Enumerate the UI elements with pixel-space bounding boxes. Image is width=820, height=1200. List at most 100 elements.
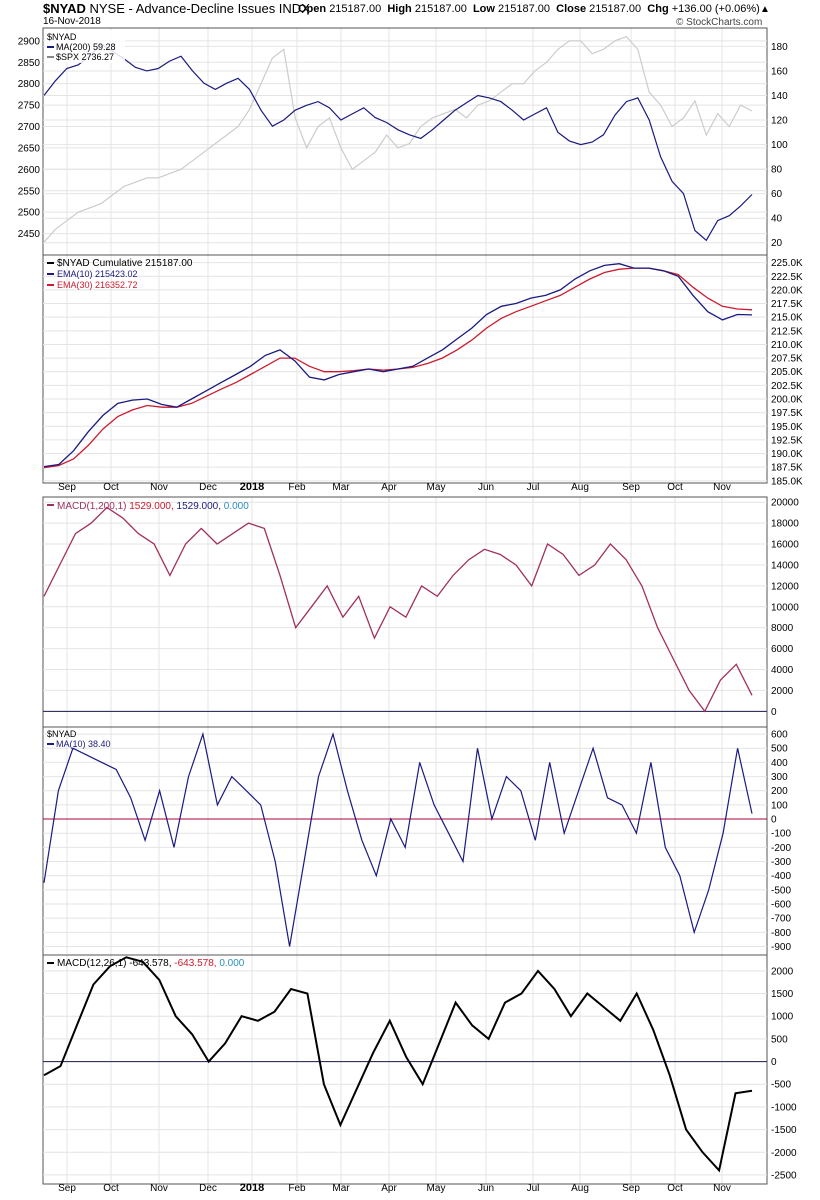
legend-value: -643.578, (172, 958, 217, 969)
y-axis-tick-label: 225.0K (771, 258, 803, 269)
symbol-title: $NYAD NYSE - Advance-Decline Issues INDX (43, 1, 310, 16)
x-axis-tick-label: Aug (571, 1183, 589, 1194)
legend-entry: MA(200) 59.28 (56, 42, 116, 52)
y-axis-tick-label: -600 (771, 900, 791, 911)
x-axis-tick-label: Oct (667, 482, 683, 493)
x-axis-tick-label: Oct (103, 1183, 119, 1194)
x-axis-tick-label: Jun (478, 1183, 494, 1194)
legend-entry: $NYAD (47, 729, 77, 739)
y-axis-tick-label: 16000 (771, 540, 799, 551)
y-axis-tick-label: 195.0K (771, 422, 803, 433)
x-axis-tick-label: Nov (150, 1183, 168, 1194)
y-axis-tick-label: 212.5K (771, 326, 803, 337)
legend-value: 0.000 (217, 958, 245, 969)
triangle-up-icon[interactable]: ▲ (760, 4, 770, 15)
y-axis-tick-label: 2000 (771, 686, 794, 697)
y-axis-tick-label: -500 (771, 885, 791, 896)
series-line-ma200 (43, 43, 753, 242)
x-axis-tick-label: Apr (381, 482, 397, 493)
legend-entry: MA(10) 38.40 (56, 739, 111, 749)
legend-entry: MACD(12,26,1) -643.578, -643.578, 0.000 (57, 958, 245, 969)
y-axis-tick-label: 4000 (771, 665, 794, 676)
y-axis-tick-label: 120 (771, 116, 788, 127)
panel-frame (42, 254, 768, 484)
y-axis-tick-label: 14000 (771, 560, 799, 571)
y-axis-tick-label: 205.0K (771, 367, 803, 378)
y-axis-tick-label: 400 (771, 758, 788, 769)
y-axis-tick-label: 100 (771, 800, 788, 811)
low-value: 215187.00 (498, 3, 551, 15)
y-axis-tick-label: 192.5K (771, 435, 803, 446)
y-axis-tick-label: 20 (771, 238, 783, 249)
series-line-ema30 (43, 267, 753, 469)
y-axis-tick-label: -100 (771, 829, 791, 840)
y-axis-tick-label: 2450 (18, 229, 41, 240)
panel-frame (42, 726, 768, 956)
x-axis-tick-label: Feb (288, 1183, 306, 1194)
legend-value: MACD(1,200,1) (57, 501, 126, 512)
y-axis-tick-label: 500 (771, 744, 788, 755)
y-axis-tick-label: -200 (771, 843, 791, 854)
legend-entry: MACD(1,200,1) 1529.000, 1529.000, 0.000 (57, 501, 249, 512)
chg-value: +136.00 (+0.06%) (671, 3, 760, 15)
x-axis-tick-label: Sep (58, 1183, 76, 1194)
legend-entry: EMA(30) 216352.72 (57, 280, 138, 290)
y-axis-tick-label: 2800 (18, 79, 41, 90)
legend-entry: EMA(10) 215423.02 (57, 269, 138, 279)
x-axis-tick-label: Sep (58, 482, 76, 493)
y-axis-tick-label: 0 (771, 1057, 777, 1068)
low-label: Low (472, 3, 495, 15)
x-axis-tick-label: May (427, 482, 446, 493)
y-axis-tick-label: 187.5K (771, 463, 803, 474)
series-line-spx (43, 35, 753, 243)
y-axis-tick-label: 207.5K (771, 354, 803, 365)
y-axis-tick-label: 160 (771, 66, 788, 77)
series-line-ema10 (43, 263, 753, 468)
open-value: 215187.00 (329, 3, 382, 15)
y-axis-tick-label: 6000 (771, 644, 794, 655)
y-axis-tick-label: 1000 (771, 1012, 794, 1023)
x-axis-tick-label: Oct (103, 482, 119, 493)
y-axis-tick-label: 2700 (18, 122, 41, 133)
x-axis-tick-label: Sep (622, 482, 640, 493)
x-axis-tick-label: Jun (478, 482, 494, 493)
y-axis-tick-label: -700 (771, 914, 791, 925)
y-axis-tick-label: 2600 (18, 165, 41, 176)
y-axis-tick-label: 18000 (771, 519, 799, 530)
y-axis-tick-label: 2550 (18, 186, 41, 197)
high-value: 215187.00 (414, 3, 467, 15)
legend-entry: $NYAD Cumulative 215187.00 (57, 258, 193, 269)
x-axis-tick-label: 2018 (240, 1182, 264, 1194)
x-axis-tick-label: Jul (527, 1183, 540, 1194)
y-axis-tick-label: -500 (771, 1080, 791, 1091)
y-axis-tick-label: 2500 (18, 208, 41, 219)
x-axis-tick-label: Mar (332, 482, 350, 493)
series-line-macd-12-26 (43, 956, 753, 1173)
legend-value: MACD(12,26,1) -643.578, (57, 958, 172, 969)
legend-value: 1529.000, (126, 501, 173, 512)
y-axis-tick-label: -300 (771, 857, 791, 868)
y-axis-tick-label: 197.5K (771, 408, 803, 419)
panel-frame (42, 954, 768, 1185)
y-axis-tick-label: -1000 (771, 1102, 797, 1113)
y-axis-tick-label: 10000 (771, 602, 799, 613)
x-axis-tick-label: May (427, 1183, 446, 1194)
chart-date: 16-Nov-2018 (43, 16, 101, 27)
y-axis-tick-label: 200.0K (771, 395, 803, 406)
y-axis-tick-label: 0 (771, 815, 777, 826)
x-axis-tick-label: Jul (527, 482, 540, 493)
x-axis-tick-label: Feb (288, 482, 306, 493)
y-axis-tick-label: 2750 (18, 101, 41, 112)
symbol: $NYAD (43, 1, 86, 16)
high-label: High (387, 3, 412, 15)
y-axis-tick-label: 2900 (18, 36, 41, 47)
close-value: 215187.00 (589, 3, 642, 15)
x-axis-tick-label: Nov (150, 482, 168, 493)
y-axis-tick-label: 2650 (18, 143, 41, 154)
x-axis-tick-label: Apr (381, 1183, 397, 1194)
y-axis-tick-label: 600 (771, 730, 788, 741)
symbol-description: NYSE - Advance-Decline Issues INDX (89, 1, 310, 16)
y-axis-tick-label: 217.5K (771, 299, 803, 310)
legend-value: 0.000 (221, 501, 249, 512)
